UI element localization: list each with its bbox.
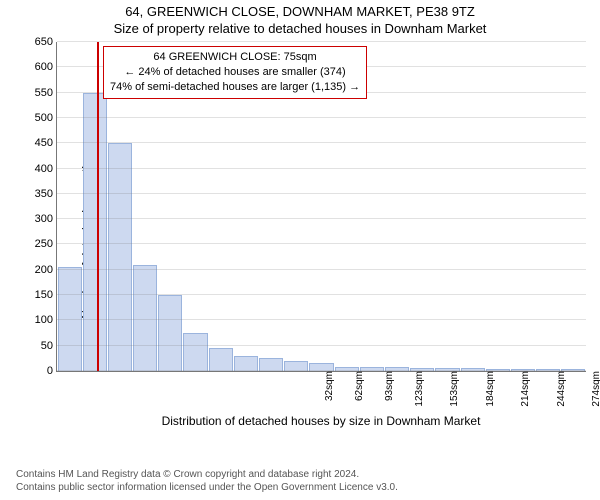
plot-area: 32sqm62sqm93sqm123sqm153sqm184sqm214sqm2… [56,42,586,372]
y-tick-label: 450 [35,137,53,149]
bar [108,143,132,371]
y-tick-label: 200 [35,264,53,276]
x-tick-label: 93sqm [384,371,395,401]
y-tick-label: 250 [35,238,53,250]
x-tick-label: 244sqm [556,371,567,407]
x-tick-label: 32sqm [324,371,335,401]
bar [234,356,258,371]
title-sub: Size of property relative to detached ho… [0,21,600,36]
y-tick-label: 350 [35,188,53,200]
title-main: 64, GREENWICH CLOSE, DOWNHAM MARKET, PE3… [0,4,600,19]
y-tick-label: 100 [35,314,53,326]
y-tick-label: 500 [35,112,53,124]
grid-line [57,218,586,219]
y-tick-label: 50 [41,340,53,352]
y-tick-label: 0 [47,365,53,377]
footer-line-2: Contains public sector information licen… [16,481,398,494]
grid-line [57,294,586,295]
marker-info-box: 64 GREENWICH CLOSE: 75sqm← 24% of detach… [103,46,367,99]
y-tick-label: 150 [35,289,53,301]
x-tick-label: 62sqm [354,371,365,401]
grid-line [57,243,586,244]
grid-line [57,269,586,270]
bar [209,348,233,371]
marker-line [97,42,99,371]
y-tick-label: 300 [35,213,53,225]
bar [158,295,182,371]
marker-info-line: 64 GREENWICH CLOSE: 75sqm [110,50,360,65]
grid-line [57,319,586,320]
grid-line [57,168,586,169]
chart-area: Number of detached properties 32sqm62sqm… [8,42,592,430]
grid-line [57,193,586,194]
x-tick-label: 153sqm [449,371,460,407]
bar [183,333,207,371]
bar [83,93,107,371]
x-tick-label: 214sqm [520,371,531,407]
x-axis-label: Distribution of detached houses by size … [56,414,586,428]
y-tick-label: 600 [35,61,53,73]
grid-line [57,142,586,143]
x-tick-label: 274sqm [591,371,600,407]
x-tick-label: 123sqm [414,371,425,407]
grid-line [57,117,586,118]
grid-line [57,41,586,42]
y-tick-label: 550 [35,87,53,99]
footer: Contains HM Land Registry data © Crown c… [16,468,398,494]
grid-line [57,345,586,346]
marker-info-line: ← 24% of detached houses are smaller (37… [110,65,360,80]
bar [133,265,157,371]
title-block: 64, GREENWICH CLOSE, DOWNHAM MARKET, PE3… [0,0,600,36]
x-labels-container: 32sqm62sqm93sqm123sqm153sqm184sqm214sqm2… [57,371,586,382]
y-tick-label: 650 [35,36,53,48]
grid-line [57,370,586,371]
y-tick-label: 400 [35,163,53,175]
footer-line-1: Contains HM Land Registry data © Crown c… [16,468,398,481]
x-tick-label: 184sqm [485,371,496,407]
marker-info-line: 74% of semi-detached houses are larger (… [110,80,360,95]
